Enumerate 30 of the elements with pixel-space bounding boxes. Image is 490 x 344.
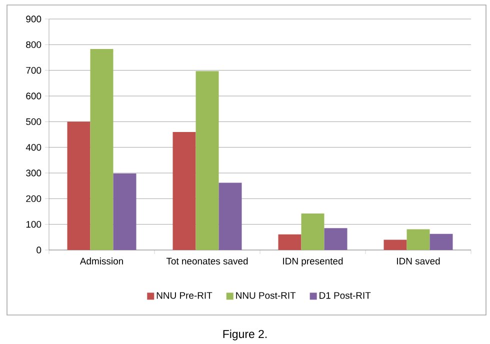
y-tick-label: 500 bbox=[26, 118, 42, 126]
bar bbox=[218, 182, 242, 250]
y-tick-label: 200 bbox=[26, 195, 42, 202]
y-tick-label: 700 bbox=[26, 66, 42, 74]
bar bbox=[90, 49, 114, 250]
y-tick-label: 100 bbox=[26, 220, 42, 228]
x-tick-label: Admission bbox=[80, 258, 123, 264]
bar bbox=[324, 228, 348, 250]
bar bbox=[196, 71, 219, 250]
bar bbox=[172, 132, 196, 250]
bar bbox=[384, 240, 407, 250]
bar bbox=[67, 122, 90, 250]
x-tick-label: IDN presented bbox=[283, 258, 343, 266]
legend-label: NNU Pre-RIT bbox=[156, 292, 212, 299]
caption: Figure 2. bbox=[223, 330, 267, 340]
x-tick-label: Tot neonates saved bbox=[166, 258, 248, 264]
y-tick-label: 0 bbox=[36, 246, 42, 254]
bar bbox=[113, 174, 136, 250]
bar bbox=[430, 234, 453, 250]
bar bbox=[406, 229, 430, 250]
y-tick-label: 600 bbox=[26, 92, 42, 100]
legend-label: D1 Post-RIT bbox=[320, 292, 371, 299]
y-tick-label: 900 bbox=[26, 16, 42, 22]
legend-label: NNU Post-RIT bbox=[236, 292, 296, 299]
bar bbox=[301, 214, 324, 250]
y-tick-label: 800 bbox=[26, 41, 42, 48]
bar bbox=[278, 234, 302, 250]
x-tick-label: IDN saved bbox=[397, 258, 440, 264]
y-tick-label: 300 bbox=[26, 170, 42, 176]
y-tick-label: 400 bbox=[26, 144, 42, 151]
